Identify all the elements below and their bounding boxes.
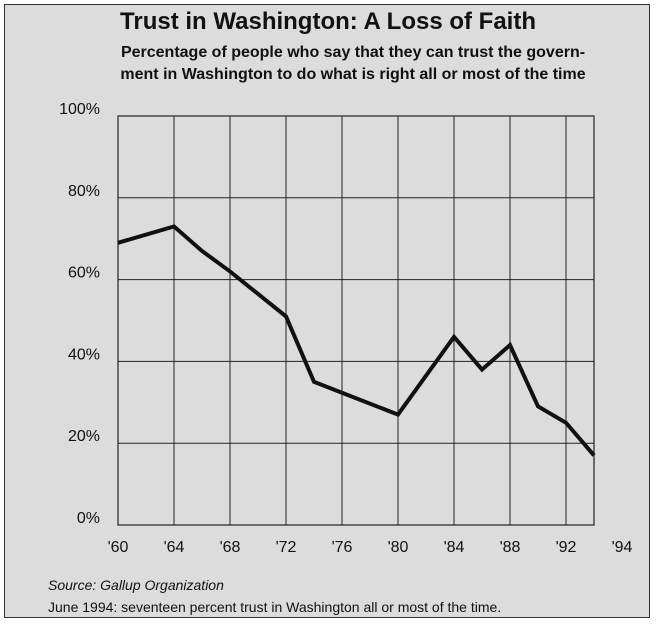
x-tick-label: '68: [220, 539, 241, 556]
y-tick-label: 80%: [68, 183, 100, 200]
x-tick-label: '72: [276, 539, 297, 556]
series-line: [117, 224, 596, 457]
x-tick-label: '94: [612, 539, 633, 556]
y-tick-label: 20%: [68, 428, 100, 445]
y-tick-label: 40%: [68, 346, 100, 363]
x-tick-label: '64: [164, 539, 185, 556]
plot-frame: [117, 115, 595, 526]
y-tick-label: 0%: [77, 510, 100, 527]
x-tick-label: '76: [332, 539, 353, 556]
source-note: Source: Gallup Organization: [48, 577, 224, 593]
x-tick-label: '84: [444, 539, 465, 556]
x-tick-label: '80: [388, 539, 409, 556]
chart-subtitle: Percentage of people who say that they c…: [48, 42, 656, 86]
x-tick-label: '60: [108, 539, 129, 556]
footnote: June 1994: seventeen percent trust in Wa…: [48, 599, 502, 615]
subtitle-line-1: Percentage of people who say that they c…: [120, 44, 586, 61]
y-tick-label: 60%: [68, 265, 100, 282]
x-tick-label: '88: [500, 539, 521, 556]
subtitle-line-2: ment in Washington to do what is right a…: [120, 66, 586, 83]
chart-panel: [4, 4, 650, 618]
chart-title: Trust in Washington: A Loss of Faith: [120, 8, 536, 35]
y-tick-label: 100%: [59, 101, 100, 118]
x-tick-label: '92: [556, 539, 577, 556]
